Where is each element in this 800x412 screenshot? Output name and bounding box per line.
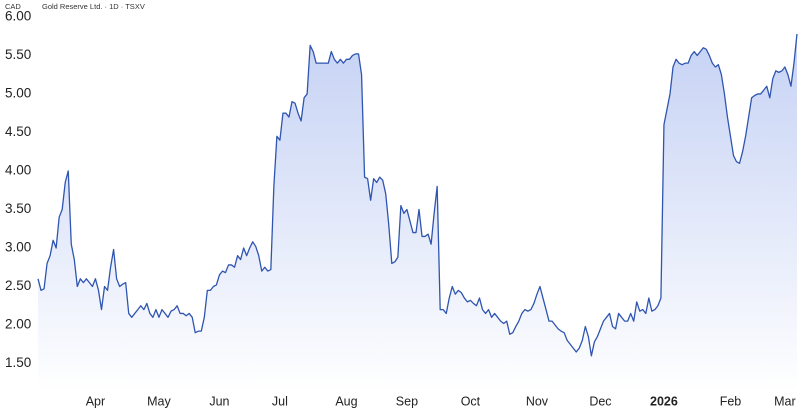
x-tick-label: Oct (461, 394, 481, 408)
x-tick-label: 2026 (650, 394, 678, 408)
y-tick-label: 3.00 (5, 240, 31, 255)
x-tick-label: Jul (272, 394, 288, 408)
area-fill (38, 33, 797, 392)
x-tick-label: Mar (774, 394, 796, 408)
y-tick-label: 1.50 (5, 355, 31, 370)
price-line (37, 33, 798, 357)
y-tick-label: 2.00 (5, 317, 31, 332)
y-tick-label: 4.00 (5, 163, 31, 178)
y-tick-label: 3.50 (5, 201, 31, 216)
y-tick-label: 5.50 (5, 47, 31, 62)
y-tick-label: 5.00 (5, 86, 31, 101)
y-tick-label: 2.50 (5, 278, 31, 293)
x-tick-label: Feb (720, 394, 742, 408)
x-tick-label: Apr (86, 394, 105, 408)
x-tick-label: Jun (209, 394, 229, 408)
y-tick-label: 4.50 (5, 124, 31, 139)
x-tick-label: Sep (396, 394, 418, 408)
currency-label: CAD (5, 2, 21, 11)
y-tick-label: 6.00 (5, 9, 31, 24)
chart-title: Gold Reserve Ltd. · 1D · TSXV (42, 2, 145, 11)
x-tick-label: May (147, 394, 171, 408)
x-tick-label: Aug (335, 394, 357, 408)
x-tick-label: Dec (589, 394, 611, 408)
x-tick-label: Nov (526, 394, 549, 408)
